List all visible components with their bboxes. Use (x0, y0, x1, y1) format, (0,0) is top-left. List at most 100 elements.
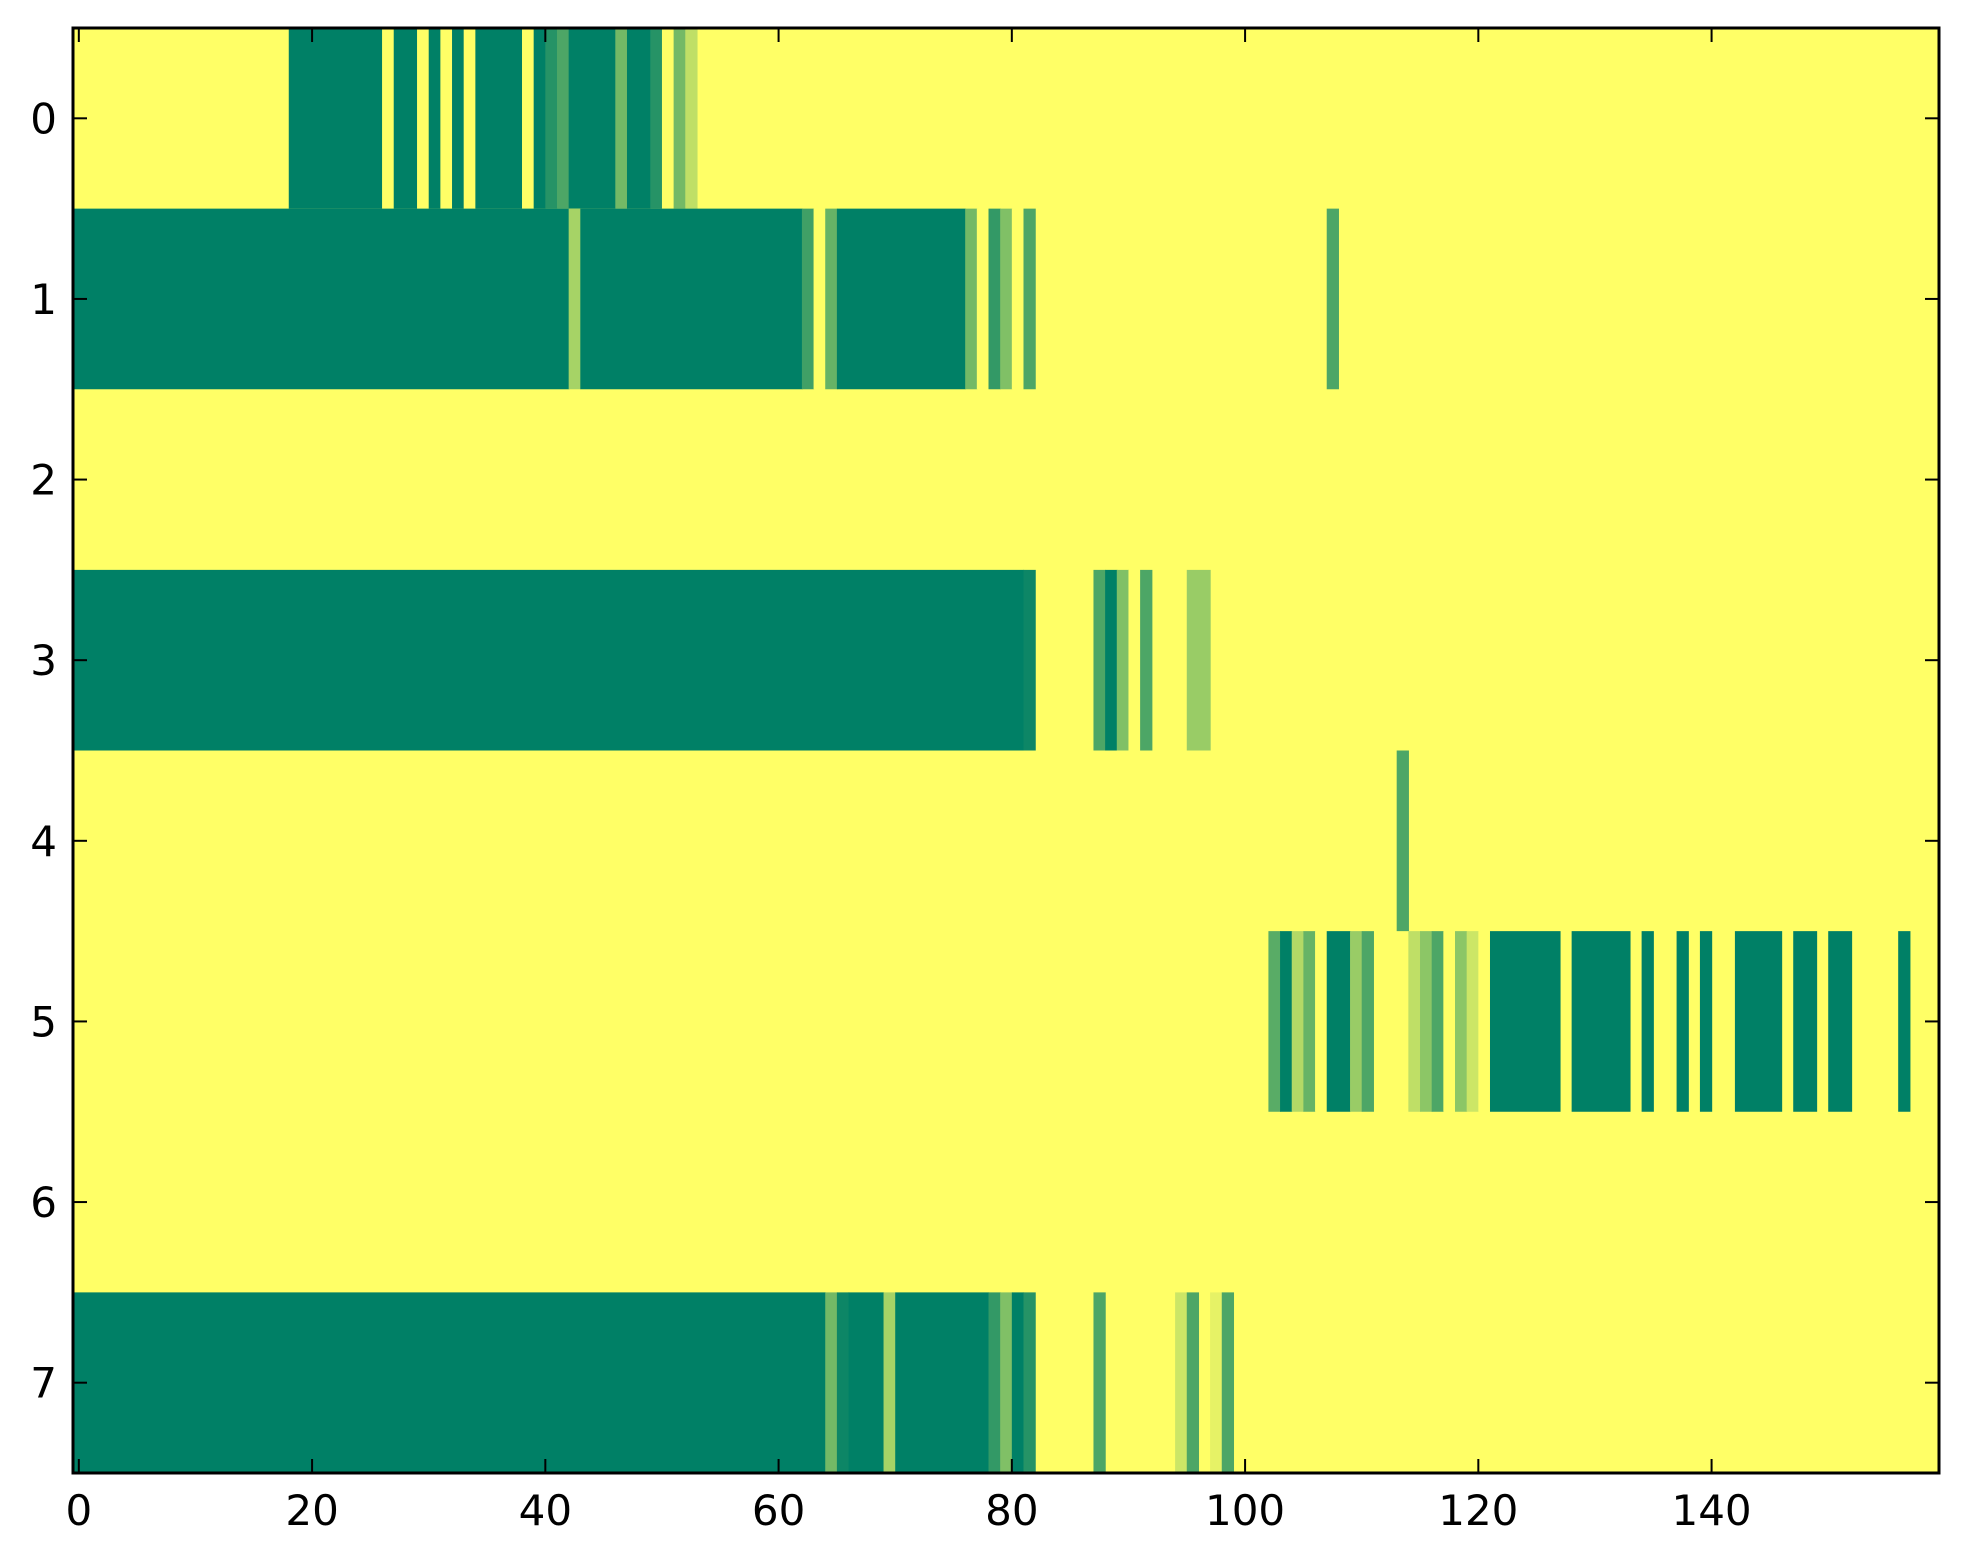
heatmap-cell (848, 1292, 885, 1474)
heatmap-cell (836, 208, 966, 390)
heatmap-cell (685, 28, 698, 209)
heatmap-cell (1793, 931, 1818, 1112)
heatmap-cell (1350, 931, 1363, 1112)
y-tick-label: 5 (30, 997, 57, 1046)
heatmap-cell (1128, 569, 1141, 751)
y-tick-label: 1 (30, 275, 57, 324)
plot-frame (71, 26, 1941, 1475)
heatmap-cell (1280, 931, 1293, 1112)
heatmap-cell (673, 28, 686, 209)
heatmap-cell (1396, 750, 1409, 932)
heatmap-cell (1326, 208, 1339, 390)
heatmap-cell (801, 208, 815, 390)
heatmap-cell (1023, 1292, 1036, 1474)
heatmap-cell (1186, 1292, 1200, 1474)
heatmap-cell (568, 208, 581, 390)
heatmap-cell (1116, 569, 1130, 751)
heatmap-cell (1641, 931, 1654, 1112)
heatmap-cell (556, 28, 570, 209)
heatmap-cell (988, 208, 1001, 390)
y-tick-label: 0 (30, 94, 57, 143)
heatmap-cell (836, 1292, 850, 1474)
heatmap-cell (568, 28, 616, 209)
x-axis-tick-labels: 0 20 40 60 80 100 120 140 (65, 1486, 1751, 1535)
heatmap-cell (1676, 931, 1689, 1112)
heatmap-cell (626, 28, 651, 209)
heatmap-cell (1478, 931, 1491, 1112)
y-tick-label: 3 (30, 636, 57, 685)
x-tick-label: 120 (1438, 1486, 1518, 1535)
heatmap-cell (522, 28, 535, 209)
heatmap-cell (1093, 1292, 1106, 1474)
heatmap-cell (452, 28, 465, 209)
x-tick-label: 40 (519, 1486, 572, 1535)
heatmap-cell (533, 28, 546, 209)
heatmap-cell (1210, 1292, 1223, 1474)
heatmap-cell (1000, 1292, 1013, 1474)
heatmap-cell (976, 208, 990, 390)
heatmap-cell (440, 28, 453, 209)
y-tick-label: 6 (30, 1178, 57, 1227)
heatmap-cell (1455, 931, 1468, 1112)
heatmap-cells (73, 28, 1911, 1474)
heatmap-cell (382, 28, 395, 209)
x-tick-label: 60 (752, 1486, 805, 1535)
heatmap-cell (825, 1292, 838, 1474)
heatmap-cell (1466, 931, 1479, 1112)
heatmap-cell (883, 1292, 896, 1474)
heatmap-cell (1093, 569, 1106, 751)
heatmap-cell (1221, 1292, 1235, 1474)
heatmap-cell (1315, 931, 1328, 1112)
heatmap-cell (1408, 931, 1421, 1112)
heatmap-cell (73, 569, 1025, 751)
heatmap-cell (615, 28, 628, 209)
axis-ticks (73, 28, 1939, 1473)
heatmap-cell (73, 1292, 826, 1474)
heatmap-cell (1011, 1292, 1025, 1474)
heatmap-cell (895, 1292, 990, 1474)
heatmap-cell (580, 208, 803, 390)
heatmap-cell (1443, 931, 1456, 1112)
heatmap-cell (1105, 569, 1118, 751)
heatmap-cell (463, 28, 476, 209)
y-tick-label: 2 (30, 456, 57, 505)
x-tick-label: 80 (985, 1486, 1038, 1535)
x-tick-label: 0 (65, 1486, 92, 1535)
heatmap-cell (428, 28, 441, 209)
heatmap-cell (650, 28, 663, 209)
heatmap-cell (1140, 569, 1153, 751)
heatmap-cell (1734, 931, 1783, 1112)
heatmap-cell (988, 1292, 1001, 1474)
heatmap-cell (1699, 931, 1713, 1112)
heatmap-cell (1420, 931, 1433, 1112)
heatmap-cell (1828, 931, 1853, 1112)
heatmap-cell (1268, 931, 1281, 1112)
heatmap-cell (475, 28, 523, 209)
heatmap-cell (545, 28, 558, 209)
heatmap-cell (393, 28, 418, 209)
heatmap-cell (1023, 208, 1036, 390)
x-tick-label: 140 (1671, 1486, 1751, 1535)
heatmap-cell (1175, 1292, 1188, 1474)
heatmap-cell (288, 28, 383, 209)
heatmap-cell (1186, 569, 1211, 751)
heatmap-cell (965, 208, 978, 390)
heatmap-cell (1571, 931, 1631, 1112)
heatmap-cell (813, 208, 826, 390)
heatmap-cell (1000, 208, 1013, 390)
x-tick-label: 100 (1205, 1486, 1285, 1535)
heatmap-cell (1303, 931, 1316, 1112)
heatmap-cell (1011, 208, 1025, 390)
y-tick-label: 4 (30, 817, 57, 866)
heatmap-cell (1023, 569, 1036, 751)
heatmap-cell (1361, 931, 1374, 1112)
heatmap-cell (73, 208, 570, 390)
heatmap-cell (1431, 931, 1444, 1112)
y-axis-tick-labels: 0 1 2 3 4 5 6 7 (30, 94, 57, 1407)
heatmap-cell (1326, 931, 1351, 1112)
x-tick-label: 20 (285, 1486, 338, 1535)
heatmap-cell (1291, 931, 1304, 1112)
heatmap-cell (825, 208, 838, 390)
heatmap-cell (417, 28, 430, 209)
